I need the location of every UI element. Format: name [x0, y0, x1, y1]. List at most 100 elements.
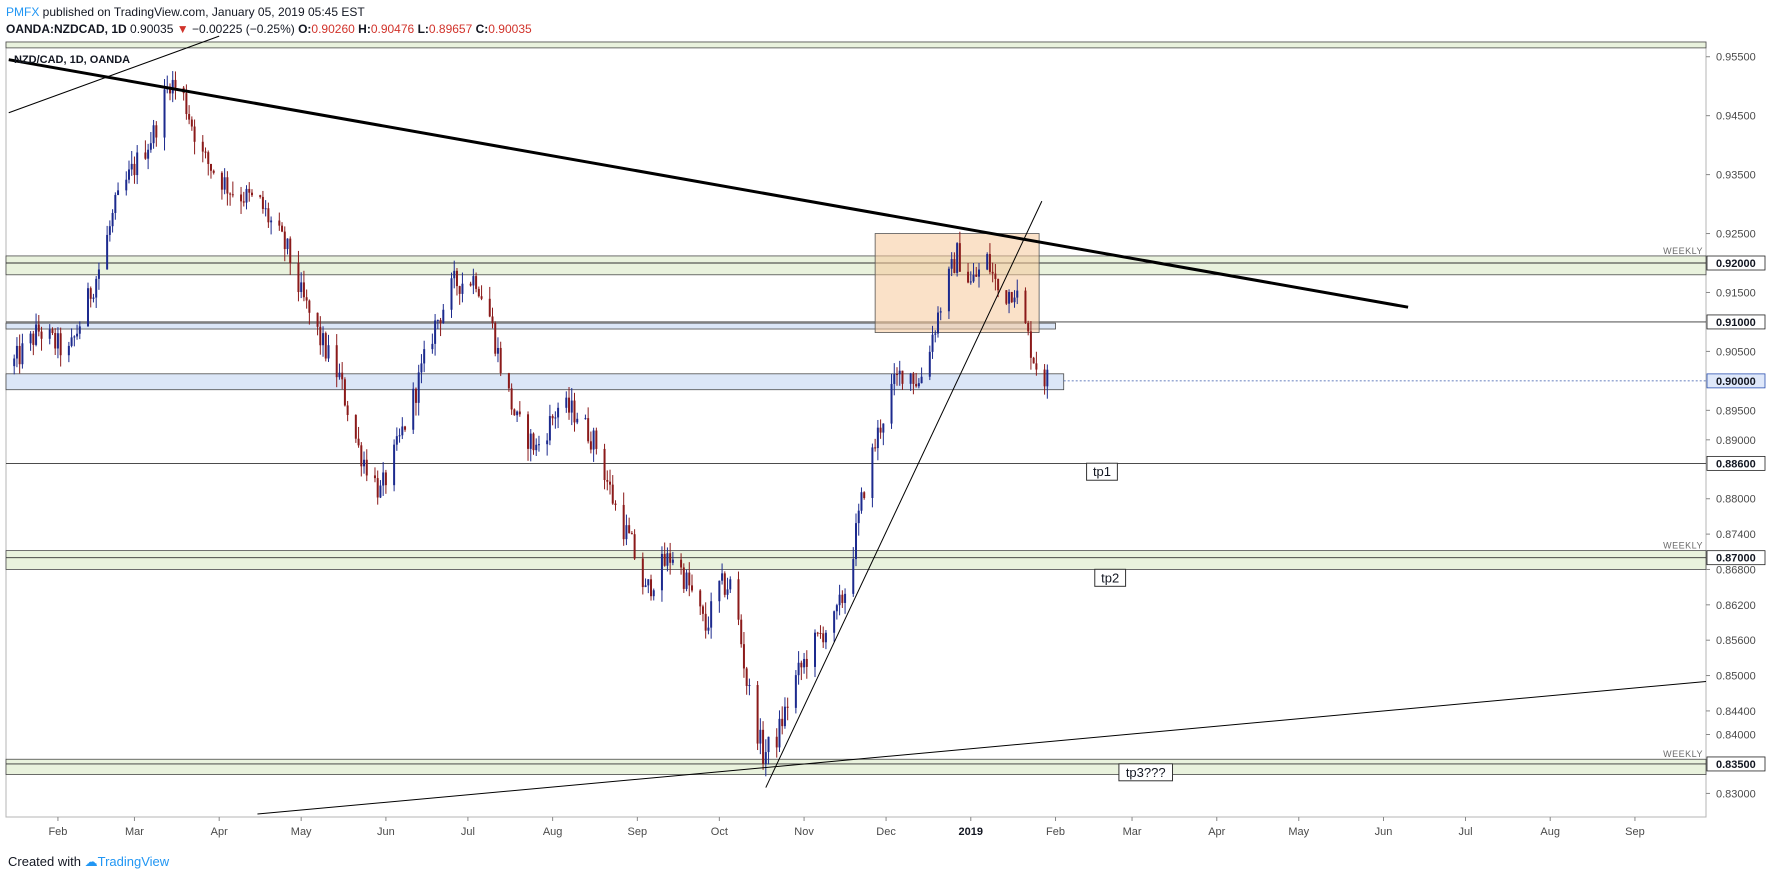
candle-body — [860, 492, 863, 511]
candle-body — [412, 388, 415, 430]
price-level-tag-box — [1706, 373, 1766, 389]
candle-body — [890, 383, 893, 424]
tradingview-logo-icon[interactable]: ☁ — [84, 854, 98, 869]
candle-body — [630, 533, 633, 535]
price-level-tag: 0.88600 — [1716, 458, 1756, 470]
candle-body — [546, 440, 549, 445]
candle-body — [204, 151, 207, 153]
candle-body — [363, 459, 366, 467]
candle-body — [111, 212, 114, 227]
candle-body — [1008, 292, 1011, 304]
open-label: O: — [298, 22, 312, 36]
publish-header: PMFX published on TradingView.com, Janua… — [6, 4, 365, 20]
candle-body — [819, 632, 822, 634]
time-tick-label: Mar — [1123, 826, 1142, 838]
candle-body — [928, 351, 931, 377]
publisher-name[interactable]: PMFX — [6, 5, 40, 19]
candle-body — [548, 416, 551, 441]
candle-body — [912, 373, 915, 384]
high-value: 0.90476 — [370, 22, 415, 36]
candle-body — [442, 309, 445, 324]
candle-body — [250, 192, 253, 196]
candle-body — [73, 336, 76, 338]
candle-body — [401, 426, 404, 436]
candle-body — [240, 194, 243, 202]
candle-body — [423, 349, 426, 364]
candle-body — [781, 718, 784, 727]
candle-body — [660, 553, 663, 591]
candle-body — [939, 311, 942, 313]
candle-body — [472, 276, 475, 286]
candle-body — [879, 427, 882, 433]
candle-body — [496, 347, 499, 354]
tp-label-box — [1118, 763, 1174, 782]
candle-body — [300, 282, 303, 293]
candle-body — [786, 706, 789, 708]
candle-body — [671, 559, 674, 563]
time-axis[interactable]: Feb Mar Apr May Jun Jul Aug Sep Oct Nov Dec 2019 Feb… — [6, 816, 1706, 838]
time-tick-label: Jun — [377, 826, 395, 838]
candle-body — [568, 397, 571, 413]
candle-body — [644, 585, 647, 588]
candle-body — [373, 475, 376, 479]
down-arrow-icon: ▼ — [176, 22, 189, 36]
candle-body — [797, 662, 800, 676]
tp-label: tp2 — [1101, 570, 1119, 585]
candle-body — [209, 163, 212, 171]
candle-body — [223, 177, 226, 190]
candle-body — [283, 231, 286, 250]
candle-body — [685, 572, 688, 589]
candle-body — [934, 333, 937, 335]
time-tick-label: Oct — [711, 826, 728, 838]
candle-body — [86, 288, 89, 327]
symbol-label: OANDA:NZDCAD, 1D — [6, 22, 127, 36]
price-axis[interactable]: 0.95500 0.94500 0.93500 0.92500 0.91500 0.905… — [1706, 52, 1766, 801]
candle-body — [18, 345, 21, 365]
price-tick-label: 0.93500 — [1716, 170, 1756, 182]
candle-body — [852, 559, 855, 594]
candle-body — [707, 627, 710, 631]
price-tick-label: 0.88000 — [1716, 494, 1756, 506]
rising-trendline — [765, 200, 1043, 788]
candle-body — [1029, 331, 1032, 358]
candle-body — [611, 484, 614, 504]
candle-body — [718, 580, 721, 602]
price-tick-label: 0.85600 — [1716, 635, 1756, 647]
plot-area — [5, 41, 1707, 818]
footer: Created with ☁TradingView — [8, 853, 169, 871]
price-tick-label: 0.84400 — [1716, 706, 1756, 718]
candle-body — [967, 271, 970, 283]
candle-body — [699, 590, 702, 607]
candle-body — [125, 179, 128, 191]
candle-body — [357, 438, 360, 446]
candle-body — [977, 269, 980, 277]
candle-body — [106, 234, 109, 270]
candle-body — [152, 125, 155, 144]
candle-body — [701, 606, 704, 614]
candle-body — [155, 125, 158, 138]
candle-body — [1032, 357, 1035, 364]
candle-body — [876, 427, 879, 449]
candle-body — [13, 358, 16, 367]
price-tick-label: 0.85000 — [1716, 671, 1756, 683]
candle-body — [286, 238, 289, 250]
candle-body — [281, 225, 284, 232]
candle-body — [1035, 363, 1038, 370]
upper-left-trendline — [8, 35, 220, 114]
candle-body — [518, 411, 521, 415]
candle-body — [507, 373, 510, 389]
candle-body — [688, 572, 691, 586]
tradingview-link[interactable]: TradingView — [97, 854, 170, 869]
candle-body — [480, 296, 483, 299]
candle-body — [682, 567, 685, 589]
time-tick-label: Jun — [1375, 826, 1393, 838]
level-zone — [5, 41, 1707, 49]
price-level-tag: 0.87000 — [1716, 553, 1756, 565]
candle-body — [909, 373, 912, 384]
candle-body — [532, 433, 535, 451]
zones-layer — [5, 41, 1707, 775]
candle-body — [767, 736, 770, 753]
candle-body — [144, 152, 147, 159]
time-tick-label: Sep — [1625, 826, 1645, 838]
